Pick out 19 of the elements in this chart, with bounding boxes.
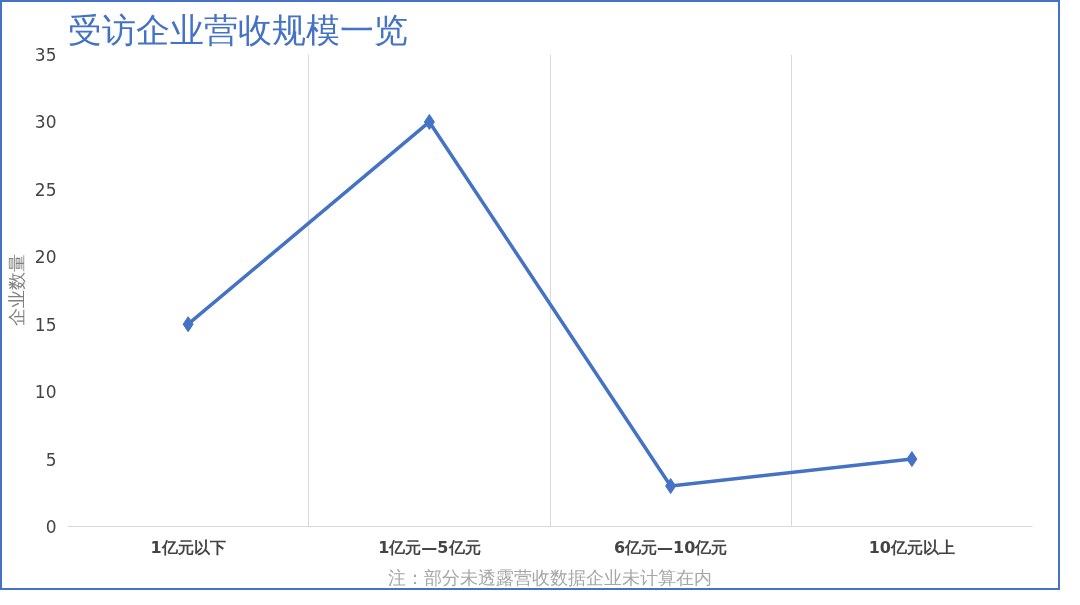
x-tick-label: 6亿元—10亿元 [613, 537, 728, 557]
y-axis-title: 企业数量 [5, 254, 27, 327]
x-tick-label: 1亿元以下 [150, 537, 226, 557]
text: 注：部分未透露营收数据企业未计算在内 [388, 566, 712, 588]
y-tick-label: 20 [34, 247, 57, 268]
point [423, 113, 435, 130]
y-tick-label: 15 [34, 314, 57, 335]
x-tick-label: 10亿元以上 [868, 537, 956, 557]
y-tick-label: 10 [34, 382, 57, 403]
point [906, 451, 918, 468]
y-tick-label: 30 [34, 112, 57, 133]
y-tick-label: 5 [45, 449, 57, 470]
point [665, 478, 677, 495]
y-tick-label: 35 [34, 45, 57, 65]
y-tick-label: 0 [45, 517, 57, 537]
y-tick-label: 25 [34, 179, 57, 200]
chart-title: 受访企业营收规模一览 [67, 9, 408, 50]
x-tick-label: 1亿元—5亿元 [378, 537, 481, 557]
point [182, 316, 194, 333]
